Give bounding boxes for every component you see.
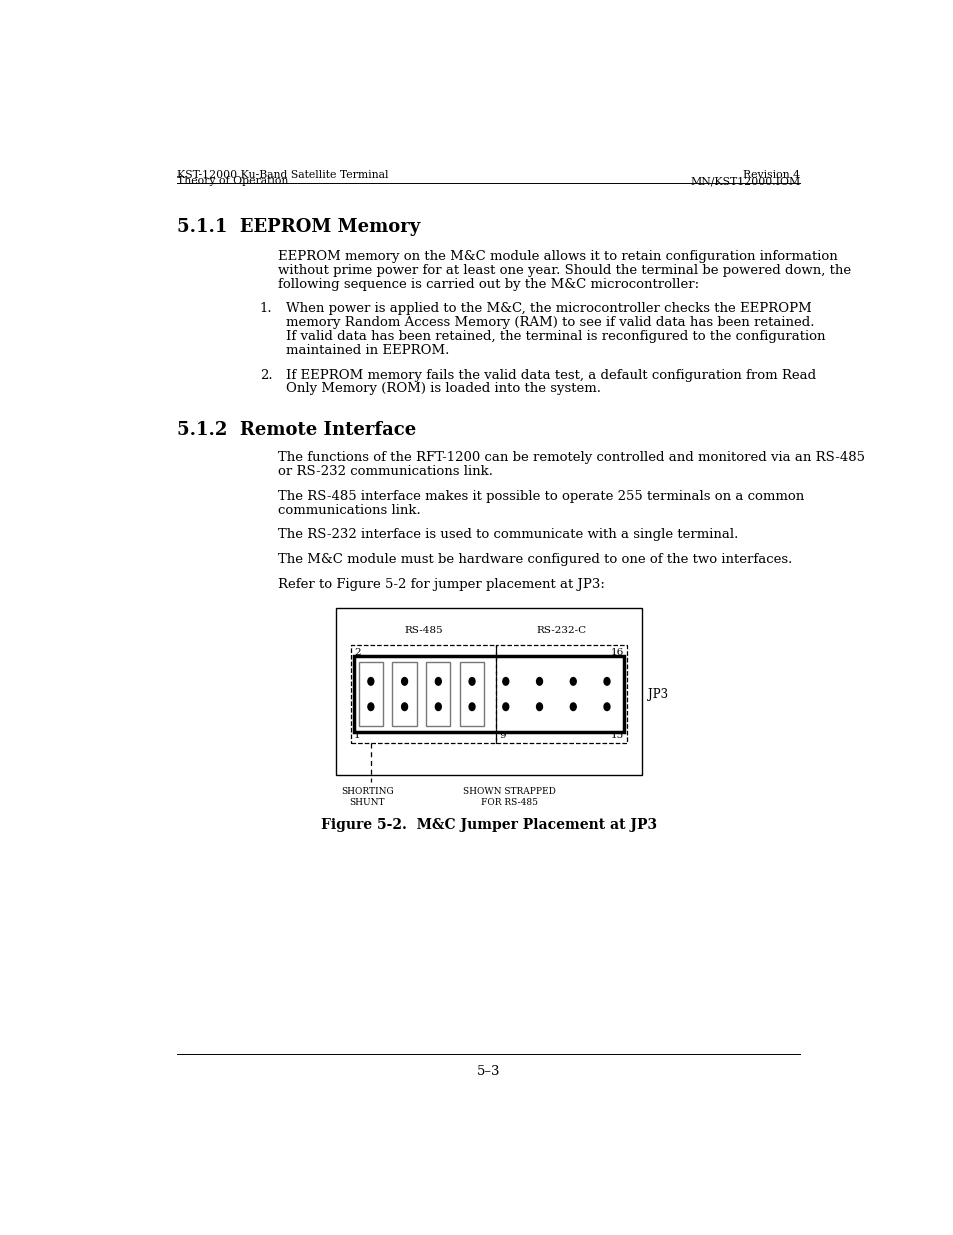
Text: RS-232-C: RS-232-C [536,626,586,635]
Bar [392,662,416,726]
Circle shape [401,678,407,685]
Circle shape [502,678,508,685]
Text: MN/KST12000.IOM: MN/KST12000.IOM [689,177,800,186]
Bar [335,609,641,774]
Text: If EEPROM memory fails the valid data test, a default configuration from Read: If EEPROM memory fails the valid data te… [285,368,815,382]
Text: 2: 2 [354,648,360,657]
Bar [459,662,484,726]
Text: 1.: 1. [259,303,272,315]
Text: 1: 1 [354,731,360,740]
Text: 2.: 2. [259,368,272,382]
Text: When power is applied to the M&C, the microcontroller checks the EEPROPM: When power is applied to the M&C, the mi… [285,303,810,315]
Text: The functions of the RFT-1200 can be remotely controlled and monitored via an RS: The functions of the RFT-1200 can be rem… [278,451,864,464]
Circle shape [570,678,576,685]
Bar [358,662,382,726]
Circle shape [536,703,542,710]
Bar [351,645,496,743]
Text: or RS-232 communications link.: or RS-232 communications link. [278,466,493,478]
Text: communications link.: communications link. [278,504,420,516]
Text: JP3: JP3 [648,688,668,700]
Text: following sequence is carried out by the M&C microcontroller:: following sequence is carried out by the… [278,278,699,290]
Text: maintained in EEPROM.: maintained in EEPROM. [285,343,449,357]
Text: 5.1.1  EEPROM Memory: 5.1.1 EEPROM Memory [177,217,420,236]
Text: Figure 5-2.  M&C Jumper Placement at JP3: Figure 5-2. M&C Jumper Placement at JP3 [320,818,657,831]
Text: 5–3: 5–3 [476,1065,500,1078]
Text: Revision 4: Revision 4 [742,169,800,179]
Bar [496,645,626,743]
Text: Refer to Figure 5-2 for jumper placement at JP3:: Refer to Figure 5-2 for jumper placement… [278,578,604,592]
Text: The M&C module must be hardware configured to one of the two interfaces.: The M&C module must be hardware configur… [278,553,792,567]
Circle shape [603,703,609,710]
Text: SHOWN STRAPPED
FOR RS-485: SHOWN STRAPPED FOR RS-485 [462,787,556,808]
Text: The RS-485 interface makes it possible to operate 255 terminals on a common: The RS-485 interface makes it possible t… [278,490,803,503]
Text: Theory of Operation: Theory of Operation [177,177,289,186]
Circle shape [435,678,441,685]
Text: SHORTING
SHUNT: SHORTING SHUNT [340,787,394,808]
Text: The RS-232 interface is used to communicate with a single terminal.: The RS-232 interface is used to communic… [278,529,738,541]
Text: Only Memory (ROM) is loaded into the system.: Only Memory (ROM) is loaded into the sys… [285,383,600,395]
Circle shape [368,703,374,710]
Text: memory Random Access Memory (RAM) to see if valid data has been retained.: memory Random Access Memory (RAM) to see… [285,316,813,330]
Circle shape [435,703,441,710]
Text: KST-12000 Ku-Band Satellite Terminal: KST-12000 Ku-Band Satellite Terminal [177,169,389,179]
Bar [354,656,623,732]
Circle shape [536,678,542,685]
Text: RS-485: RS-485 [404,626,442,635]
Circle shape [570,703,576,710]
Circle shape [502,703,508,710]
Circle shape [603,678,609,685]
Text: 15: 15 [610,731,623,740]
Text: 5.1.2  Remote Interface: 5.1.2 Remote Interface [177,421,416,438]
Circle shape [368,678,374,685]
Text: without prime power for at least one year. Should the terminal be powered down, : without prime power for at least one yea… [278,264,850,277]
Circle shape [469,678,475,685]
Text: If valid data has been retained, the terminal is reconfigured to the configurati: If valid data has been retained, the ter… [285,330,824,343]
Bar [426,662,450,726]
Text: 16: 16 [610,648,623,657]
Text: 9: 9 [498,731,505,740]
Circle shape [469,703,475,710]
Text: EEPROM memory on the M&C module allows it to retain configuration information: EEPROM memory on the M&C module allows i… [278,249,837,263]
Circle shape [401,703,407,710]
